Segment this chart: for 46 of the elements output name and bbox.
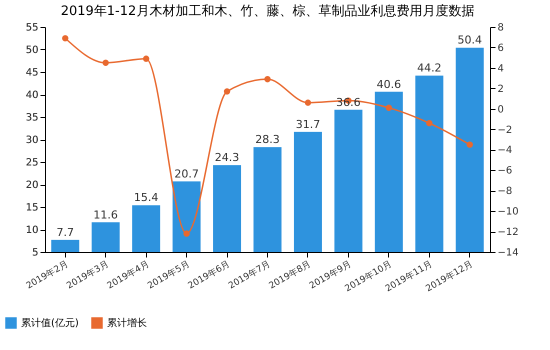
data-label: 24.3	[214, 151, 240, 164]
y-tick-label: 40	[26, 90, 38, 101]
y2-tick-label: 2	[498, 84, 504, 95]
legend-label: 累计值(亿元)	[21, 317, 79, 329]
y-tick-label: 55	[26, 22, 38, 34]
chart-title: 2019年1-12月木材加工和木、竹、藤、棕、草制品业利息费用月度数据	[60, 3, 474, 19]
y-tick-label: 5	[32, 248, 38, 258]
y2-tick-label: −12	[498, 227, 519, 238]
point	[224, 88, 230, 95]
y-tick-label: 35	[26, 112, 38, 124]
y2-tick-label: −6	[498, 166, 512, 177]
data-label: 31.7	[296, 118, 320, 131]
legend-label: 累计增长	[107, 317, 147, 329]
point	[62, 35, 68, 42]
y2-tick-label: 6	[498, 42, 504, 54]
y2-tick-label: 4	[498, 63, 504, 74]
point	[183, 230, 190, 237]
y2-tick-label: −10	[498, 206, 519, 218]
point	[304, 100, 312, 106]
data-label: 20.7	[174, 167, 199, 180]
data-label: 28.3	[255, 133, 280, 146]
point	[264, 76, 271, 82]
point	[466, 141, 473, 148]
data-label: 15.4	[134, 191, 158, 204]
y-tick-label: 20	[26, 180, 38, 191]
y-tick-label: 50	[26, 45, 38, 56]
point	[142, 56, 150, 62]
y2-tick-label: 8	[498, 22, 504, 34]
y-tick-label: 10	[26, 225, 38, 236]
y-tick-label: 15	[26, 202, 38, 214]
y-tick-label: 25	[26, 158, 38, 168]
point	[426, 120, 432, 126]
data-label: 50.4	[458, 34, 482, 47]
point	[102, 60, 109, 66]
y2-tick-label: −14	[498, 248, 519, 258]
point	[386, 104, 392, 111]
data-label: 11.6	[93, 208, 118, 222]
y2-tick-label: −4	[498, 145, 512, 156]
data-label: 40.6	[376, 78, 402, 91]
data-label: 7.7	[56, 226, 74, 239]
y2-tick-label: 0	[498, 104, 504, 116]
y2-tick-label: −2	[498, 124, 512, 136]
y-tick-label: 30	[26, 135, 38, 146]
data-label: 44.2	[417, 62, 442, 75]
y-tick-label: 45	[26, 68, 38, 78]
y2-tick-label: −8	[498, 186, 512, 198]
